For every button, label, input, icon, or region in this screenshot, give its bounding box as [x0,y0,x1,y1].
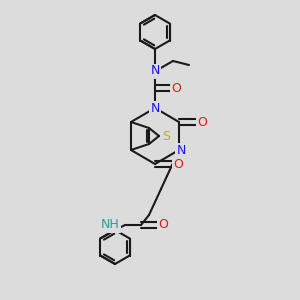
Text: N: N [176,143,186,157]
Text: N: N [150,101,160,115]
Text: O: O [171,82,181,94]
Text: O: O [197,116,207,128]
Text: N: N [150,64,160,77]
Text: S: S [162,130,170,142]
Text: O: O [173,158,183,170]
Text: O: O [158,218,168,232]
Text: NH: NH [101,218,120,232]
